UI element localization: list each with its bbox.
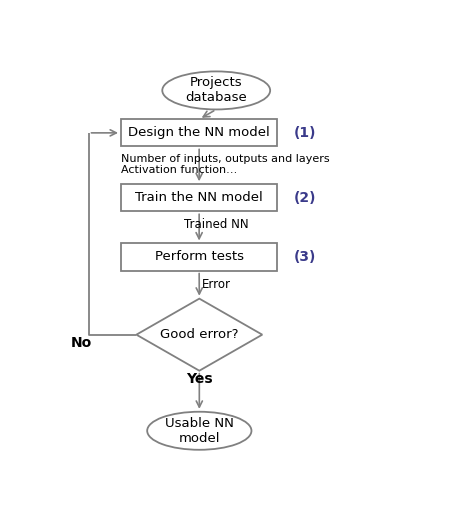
FancyBboxPatch shape xyxy=(121,243,277,270)
Text: Perform tests: Perform tests xyxy=(154,251,243,264)
Text: Train the NN model: Train the NN model xyxy=(135,191,263,204)
Text: Number of inputs, outputs and layers
Activation function…: Number of inputs, outputs and layers Act… xyxy=(121,154,329,175)
Text: Yes: Yes xyxy=(186,372,212,386)
Text: (1): (1) xyxy=(293,126,315,140)
Text: Trained NN: Trained NN xyxy=(183,218,248,231)
Text: (3): (3) xyxy=(293,250,315,264)
Text: (2): (2) xyxy=(293,191,315,205)
Text: Good error?: Good error? xyxy=(160,328,238,341)
Text: Usable NN
model: Usable NN model xyxy=(164,417,233,445)
FancyBboxPatch shape xyxy=(121,184,277,211)
Text: Projects
database: Projects database xyxy=(185,76,247,105)
Text: No: No xyxy=(70,336,92,349)
Polygon shape xyxy=(136,298,262,371)
Text: Design the NN model: Design the NN model xyxy=(128,126,269,139)
Ellipse shape xyxy=(162,71,269,109)
FancyBboxPatch shape xyxy=(121,119,277,147)
Text: Error: Error xyxy=(201,278,230,291)
Ellipse shape xyxy=(147,412,251,450)
